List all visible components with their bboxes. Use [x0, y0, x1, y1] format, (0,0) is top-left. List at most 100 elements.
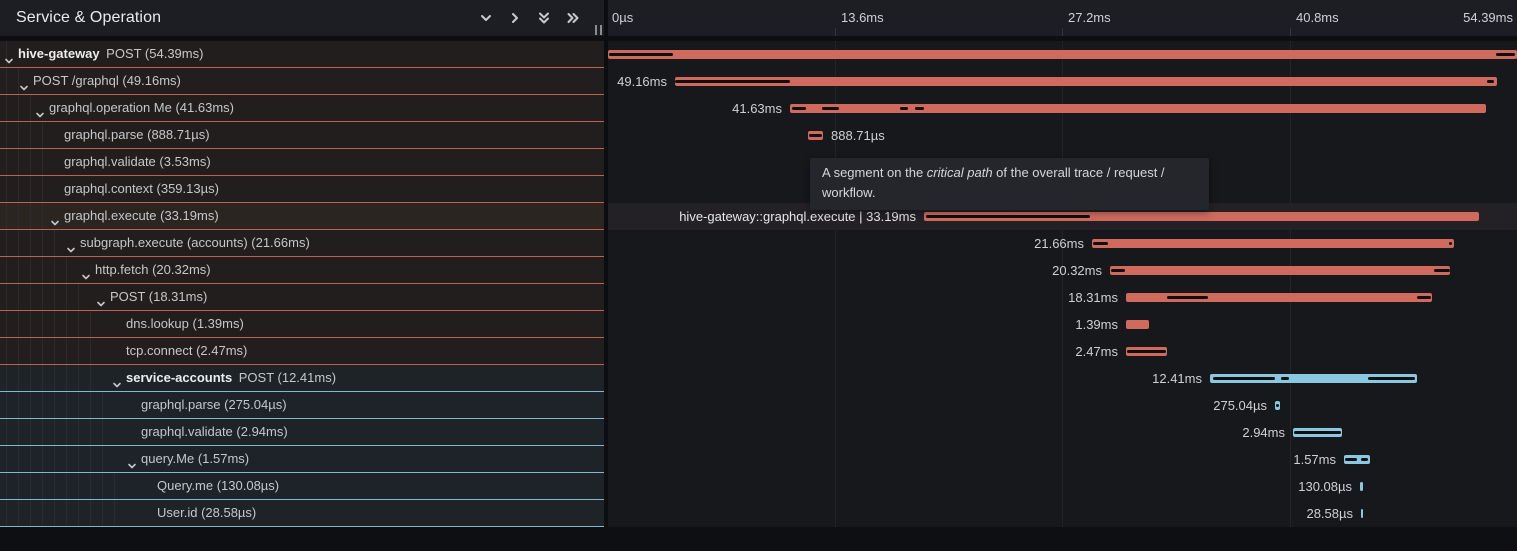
- span-row-timeline[interactable]: 1.39ms: [608, 311, 1517, 338]
- expand-chevron-icon[interactable]: [66, 238, 76, 253]
- indent-guide: [54, 257, 55, 283]
- span-row-timeline[interactable]: 1.57ms: [608, 446, 1517, 473]
- chevron-down-icon[interactable]: [477, 9, 495, 27]
- span-row-timeline[interactable]: 2.47ms: [608, 338, 1517, 365]
- span-row-label[interactable]: graphql.parse (888.71µs): [0, 122, 604, 149]
- indent-guide: [6, 338, 7, 364]
- critical-path-stripe: [1167, 296, 1208, 299]
- span-row-timeline[interactable]: 21.66ms: [608, 230, 1517, 257]
- indent-guide: [6, 230, 7, 256]
- span-row-timeline[interactable]: 49.16ms: [608, 68, 1517, 95]
- span-row-timeline[interactable]: 20.32ms: [608, 257, 1517, 284]
- span-bar[interactable]: [1092, 239, 1454, 248]
- span-row-label[interactable]: http.fetch (20.32ms): [0, 257, 604, 284]
- span-row-label[interactable]: POST (18.31ms): [0, 284, 604, 311]
- span-row-timeline[interactable]: [608, 41, 1517, 68]
- span-bar[interactable]: [808, 131, 823, 140]
- span-row-timeline[interactable]: 41.63ms: [608, 95, 1517, 122]
- span-row-label[interactable]: graphql.operation Me (41.63ms): [0, 95, 604, 122]
- indent-guide: [78, 365, 79, 391]
- span-bar[interactable]: [1361, 509, 1363, 518]
- span-name: service-accounts POST (12.41ms): [126, 365, 336, 391]
- span-row-label[interactable]: User.id (28.58µs): [0, 500, 604, 527]
- indent-guide: [30, 203, 31, 229]
- operation-name: POST (54.39ms): [99, 46, 204, 61]
- span-duration-label: 12.41ms: [1152, 371, 1202, 386]
- indent-guide: [54, 311, 55, 337]
- chevron-right-icon[interactable]: [506, 9, 524, 27]
- tooltip-text: A segment on the: [822, 165, 927, 180]
- span-row-timeline[interactable]: 130.08µs: [608, 473, 1517, 500]
- span-bar[interactable]: [1126, 293, 1432, 302]
- span-row-timeline[interactable]: 12.41ms: [608, 365, 1517, 392]
- span-bar[interactable]: [924, 212, 1479, 221]
- indent-guide: [66, 446, 67, 472]
- critical-path-stripe: [1127, 350, 1166, 353]
- span-row-timeline[interactable]: 275.04µs: [608, 392, 1517, 419]
- double-chevron-right-icon[interactable]: [564, 9, 582, 27]
- span-bar[interactable]: [1126, 347, 1167, 356]
- span-row-label[interactable]: Query.me (130.08µs): [0, 473, 604, 500]
- expand-chevron-icon[interactable]: [112, 373, 122, 388]
- expand-chevron-icon[interactable]: [4, 49, 14, 64]
- span-row-timeline[interactable]: 2.94ms: [608, 419, 1517, 446]
- expand-chevron-icon[interactable]: [35, 103, 45, 118]
- span-bar[interactable]: [1344, 455, 1370, 464]
- span-bar[interactable]: [1126, 320, 1149, 329]
- gridline: [835, 41, 836, 527]
- column-resize-handle[interactable]: [592, 24, 604, 36]
- span-row-label[interactable]: POST /graphql (49.16ms): [0, 68, 604, 95]
- indent-guide: [18, 419, 19, 445]
- expand-chevron-icon[interactable]: [19, 76, 29, 91]
- critical-path-stripe: [1361, 458, 1368, 461]
- span-row-label[interactable]: query.Me (1.57ms): [0, 446, 604, 473]
- span-duration-label: 49.16ms: [617, 74, 667, 89]
- panel-divider[interactable]: [604, 0, 608, 527]
- expand-chevron-icon[interactable]: [50, 211, 60, 226]
- span-row-label[interactable]: service-accounts POST (12.41ms): [0, 365, 604, 392]
- critical-path-stripe: [822, 107, 839, 110]
- span-row-label[interactable]: graphql.parse (275.04µs): [0, 392, 604, 419]
- span-name: dns.lookup (1.39ms): [126, 316, 244, 331]
- span-row-timeline[interactable]: 888.71µs: [608, 122, 1517, 149]
- span-row-label[interactable]: dns.lookup (1.39ms): [0, 311, 604, 338]
- span-row-timeline[interactable]: 18.31ms: [608, 284, 1517, 311]
- span-row-timeline[interactable]: 28.58µs: [608, 500, 1517, 527]
- span-name: graphql.parse (275.04µs): [141, 397, 287, 412]
- span-bar[interactable]: [1360, 482, 1363, 491]
- span-name: hive-gateway POST (54.39ms): [18, 41, 203, 67]
- critical-path-stripe: [792, 107, 806, 110]
- indent-guide: [54, 473, 55, 499]
- span-row-label[interactable]: subgraph.execute (accounts) (21.66ms): [0, 230, 604, 257]
- expand-chevron-icon[interactable]: [96, 292, 106, 307]
- span-row-label[interactable]: graphql.context (359.13µs): [0, 176, 604, 203]
- span-row-label[interactable]: graphql.validate (3.53ms): [0, 149, 604, 176]
- indent-guide: [6, 203, 7, 229]
- span-name: graphql.parse (888.71µs): [64, 127, 210, 142]
- span-duration-label: hive-gateway::graphql.execute | 33.19ms: [679, 209, 916, 224]
- indent-guide: [18, 230, 19, 256]
- span-bar[interactable]: [1110, 266, 1450, 275]
- indent-guide: [6, 311, 7, 337]
- indent-guide: [6, 365, 7, 391]
- indent-guide: [78, 419, 79, 445]
- span-row-label[interactable]: tcp.connect (2.47ms): [0, 338, 604, 365]
- span-bar[interactable]: [1210, 374, 1417, 383]
- indent-guide: [102, 473, 103, 499]
- span-row-label[interactable]: graphql.validate (2.94ms): [0, 419, 604, 446]
- critical-path-stripe: [1368, 377, 1415, 380]
- span-bar[interactable]: [608, 50, 1517, 59]
- span-bar[interactable]: [790, 104, 1486, 113]
- expand-chevron-icon[interactable]: [81, 265, 91, 280]
- indent-guide: [42, 419, 43, 445]
- span-bar[interactable]: [1293, 428, 1342, 437]
- critical-path-stripe: [1093, 242, 1108, 245]
- double-chevron-down-icon[interactable]: [535, 9, 553, 27]
- span-bar[interactable]: [1275, 401, 1280, 410]
- indent-guide: [114, 500, 115, 526]
- indent-guide: [114, 473, 115, 499]
- span-bar[interactable]: [675, 77, 1497, 86]
- expand-chevron-icon[interactable]: [127, 454, 137, 469]
- span-row-label[interactable]: graphql.execute (33.19ms): [0, 203, 604, 230]
- span-row-label[interactable]: hive-gateway POST (54.39ms): [0, 41, 604, 68]
